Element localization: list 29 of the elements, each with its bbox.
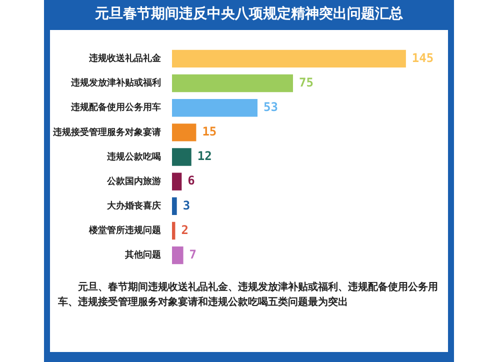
data-label: 6 bbox=[188, 174, 195, 188]
chart-title: 元旦春节期间违反中央八项规定精神突出问题汇总 bbox=[94, 4, 404, 24]
data-label: 12 bbox=[197, 149, 212, 164]
y-tick-label: 违规配备使用公务用车 bbox=[70, 102, 161, 114]
text: 元旦、春节期间违规收送礼品礼金、违规发放津补贴或福利、违规配备使用公务用车、违规接受管理服务对象宴请和违规公款吃喝五类问题最为突出 bbox=[58, 280, 439, 310]
bar bbox=[172, 197, 177, 216]
y-tick-label: 违规发放津补贴或福利 bbox=[70, 78, 161, 89]
y-tick-label: 大办婚丧喜庆 bbox=[107, 200, 161, 212]
data-label: 7 bbox=[189, 247, 197, 262]
y-tick-label: 违规接受管理服务对象宴请 bbox=[52, 126, 161, 138]
data-label: 75 bbox=[299, 75, 314, 90]
bar bbox=[172, 222, 176, 240]
bar bbox=[172, 50, 406, 68]
data-label: 3 bbox=[182, 198, 190, 212]
y-tick-label: 违规公款吃喝 bbox=[106, 151, 161, 162]
data-label: 145 bbox=[412, 50, 434, 65]
bar bbox=[172, 246, 184, 264]
y-tick-label: 违规收送礼品礼金 bbox=[88, 53, 162, 64]
bar bbox=[172, 124, 196, 142]
bar bbox=[172, 98, 258, 117]
y-tick-label: 公款国内旅游 bbox=[106, 176, 161, 187]
bar bbox=[172, 172, 182, 190]
data-label: 53 bbox=[264, 100, 278, 114]
bar bbox=[172, 148, 192, 166]
data-label: 15 bbox=[202, 124, 217, 139]
bar bbox=[172, 74, 293, 92]
data-label: 2 bbox=[181, 222, 188, 237]
y-tick-label: 楼堂管所违规问题 bbox=[88, 225, 161, 236]
y-tick-label: 其他问题 bbox=[124, 250, 161, 261]
